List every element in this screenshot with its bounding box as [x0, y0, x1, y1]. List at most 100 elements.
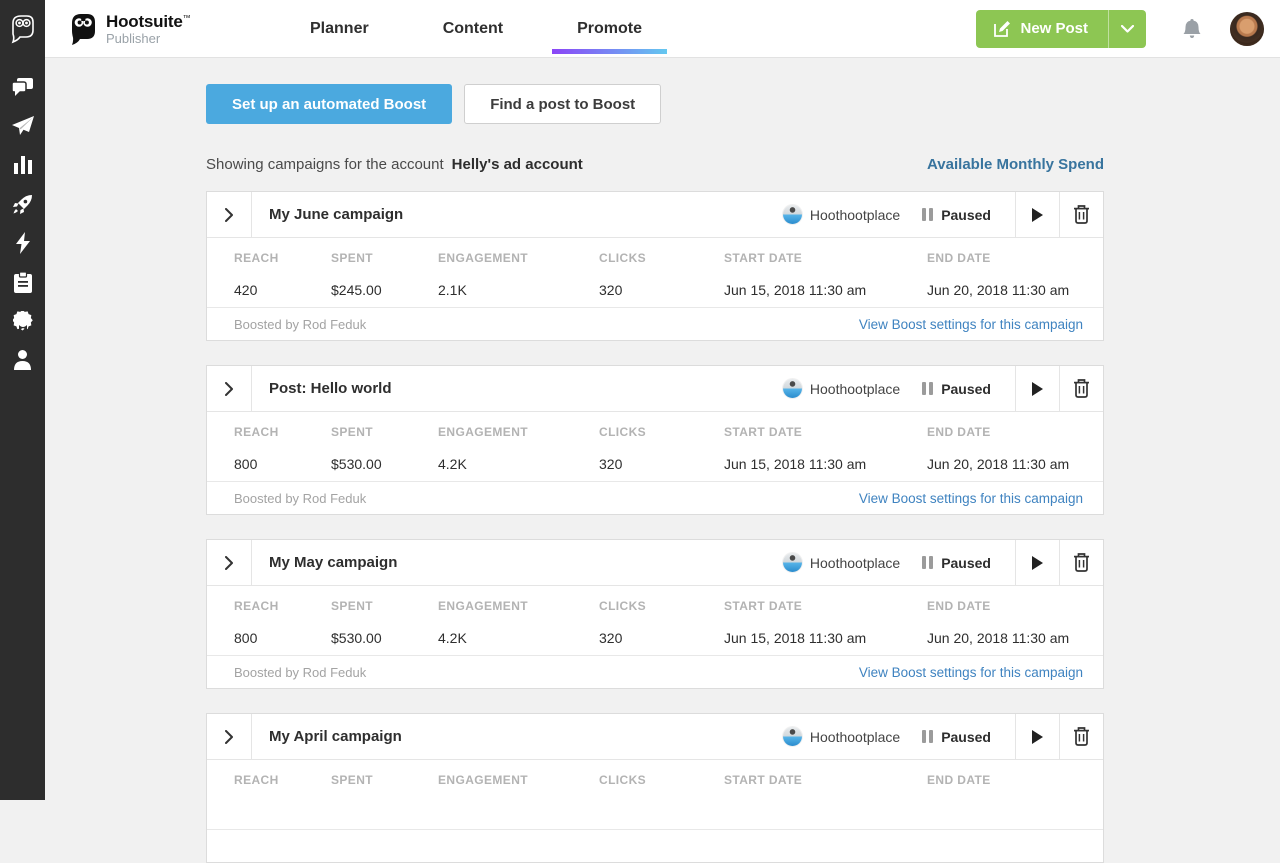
- resume-campaign-button[interactable]: [1015, 540, 1059, 585]
- campaign-status: Paused: [922, 366, 991, 411]
- social-profile: Hoothootplace: [782, 366, 900, 411]
- automation-bolt-icon[interactable]: [12, 232, 34, 254]
- profile-avatar: [782, 205, 802, 224]
- campaign-metrics: REACH 800 SPENT $530.00 ENGAGEMENT 4.2K CLI…: [207, 586, 1103, 655]
- expand-campaign-button[interactable]: [207, 540, 252, 585]
- publisher-plane-icon[interactable]: [11, 115, 34, 137]
- user-avatar[interactable]: [1230, 11, 1264, 46]
- campaign-title: My April campaign: [269, 728, 402, 745]
- column-header-reach: REACH: [234, 251, 279, 265]
- view-boost-settings-link[interactable]: View Boost settings for this campaign: [858, 490, 1083, 506]
- delete-campaign-button[interactable]: [1059, 192, 1103, 237]
- pause-icon: [922, 556, 934, 569]
- expand-campaign-button[interactable]: [207, 366, 252, 411]
- find-post-to-boost-button[interactable]: Find a post to Boost: [464, 84, 662, 124]
- conversations-icon[interactable]: [12, 76, 34, 98]
- boosted-by-text: Boosted by Rod Feduk: [234, 316, 367, 332]
- campaign-metrics: REACH 420 SPENT $245.00 ENGAGEMENT 2.1K CLI…: [207, 238, 1103, 307]
- social-profile: Hoothootplace: [782, 192, 900, 237]
- play-icon: [1032, 381, 1043, 396]
- setup-automated-boost-button[interactable]: Set up an automated Boost: [206, 84, 453, 124]
- tab-content[interactable]: Content: [442, 19, 504, 37]
- contacts-person-icon[interactable]: [12, 349, 34, 371]
- new-post-button[interactable]: New Post: [976, 9, 1146, 48]
- trash-icon: [1074, 379, 1089, 398]
- social-profile: Hoothootplace: [782, 540, 900, 585]
- campaign-status: Paused: [922, 540, 991, 585]
- status-label: Paused: [941, 554, 991, 571]
- analytics-bars-icon[interactable]: [12, 154, 34, 176]
- play-icon: [1032, 207, 1043, 222]
- delete-campaign-button[interactable]: [1059, 540, 1103, 585]
- view-boost-settings-link[interactable]: View Boost settings for this campaign: [858, 316, 1083, 332]
- campaign-title: My May campaign: [269, 554, 398, 571]
- main-content: Set up an automated Boost Find a post to…: [45, 58, 1280, 863]
- boost-rocket-icon[interactable]: [12, 193, 34, 215]
- pause-icon: [922, 208, 934, 221]
- expand-campaign-button[interactable]: [207, 714, 252, 759]
- play-icon: [1032, 729, 1043, 744]
- clicks-value: 320: [599, 456, 623, 472]
- campaign-card: My May campaign Hoothootplace Paused: [206, 539, 1104, 689]
- campaign-title: My June campaign: [269, 206, 404, 223]
- badge-icon[interactable]: [12, 310, 34, 332]
- left-sidebar: [0, 0, 45, 800]
- column-header-start-date: START DATE: [724, 599, 803, 613]
- column-header-start-date: START DATE: [724, 251, 803, 265]
- primary-tabs: Planner Content Promote: [273, 0, 679, 58]
- social-profile: Hoothootplace: [782, 714, 901, 759]
- column-header-engagement: ENGAGEMENT: [438, 425, 529, 439]
- engagement-value: 4.2K: [438, 456, 467, 472]
- clicks-value: 320: [599, 630, 623, 646]
- spent-value: $530.00: [331, 630, 382, 646]
- chevron-down-icon: [1121, 24, 1134, 33]
- resume-campaign-button[interactable]: [1015, 366, 1059, 411]
- column-header-end-date: END DATE: [927, 599, 991, 613]
- play-icon: [1032, 555, 1043, 570]
- profile-name: Hoothootplace: [809, 728, 901, 745]
- tab-planner[interactable]: Planner: [310, 19, 369, 37]
- column-header-spent: SPENT: [331, 425, 374, 439]
- chevron-right-icon: [225, 207, 233, 222]
- end-date-value: Jun 20, 2018 11:30 am: [927, 630, 1070, 646]
- column-header-clicks: CLICKS: [599, 599, 647, 613]
- column-header-spent: SPENT: [331, 251, 374, 265]
- column-header-clicks: CLICKS: [599, 425, 647, 439]
- campaign-card: My June campaign Hoothootplace Paused: [206, 191, 1104, 341]
- expand-campaign-button[interactable]: [207, 192, 252, 237]
- column-header-reach: REACH: [234, 773, 279, 787]
- profile-avatar: [782, 727, 802, 746]
- trash-icon: [1074, 727, 1089, 746]
- start-date-value: Jun 15, 2018 11:30 am: [724, 456, 867, 472]
- column-header-end-date: END DATE: [927, 425, 991, 439]
- campaign-metrics: REACH 800 SPENT $530.00 ENGAGEMENT 4.2K CLI…: [207, 412, 1103, 481]
- available-monthly-spend-link[interactable]: Available Monthly Spend: [927, 156, 1104, 173]
- resume-campaign-button[interactable]: [1015, 192, 1059, 237]
- column-header-end-date: END DATE: [927, 251, 991, 265]
- engagement-value: 2.1K: [438, 282, 467, 298]
- start-date-value: Jun 15, 2018 11:30 am: [724, 630, 867, 646]
- new-post-dropdown[interactable]: [1109, 10, 1146, 48]
- tab-promote[interactable]: Promote: [540, 0, 679, 58]
- pause-icon: [922, 730, 934, 743]
- hootsuite-owl-logo-icon[interactable]: [0, 0, 45, 58]
- end-date-value: Jun 20, 2018 11:30 am: [927, 282, 1070, 298]
- campaign-card: Post: Hello world Hoothootplace Paused: [206, 365, 1104, 515]
- campaign-title: Post: Hello world: [269, 380, 392, 397]
- owl-logo-icon: [72, 13, 95, 45]
- campaign-status: Paused: [922, 192, 991, 237]
- column-header-clicks: CLICKS: [599, 773, 647, 787]
- notifications-bell-icon[interactable]: [1182, 18, 1202, 40]
- delete-campaign-button[interactable]: [1059, 366, 1103, 411]
- column-header-spent: SPENT: [331, 773, 374, 787]
- clicks-value: 320: [599, 282, 623, 298]
- boosted-by-text: Boosted by Rod Feduk: [234, 490, 367, 506]
- view-boost-settings-link[interactable]: View Boost settings for this campaign: [858, 664, 1083, 680]
- assignments-clipboard-icon[interactable]: [12, 271, 34, 293]
- campaign-metrics: REACH SPENT ENGAGEMENT CLICKS START DATE…: [207, 760, 1103, 829]
- reach-value: 800: [234, 630, 258, 646]
- delete-campaign-button[interactable]: [1059, 714, 1103, 759]
- column-header-spent: SPENT: [331, 599, 374, 613]
- resume-campaign-button[interactable]: [1015, 714, 1059, 759]
- reach-value: 420: [234, 282, 258, 298]
